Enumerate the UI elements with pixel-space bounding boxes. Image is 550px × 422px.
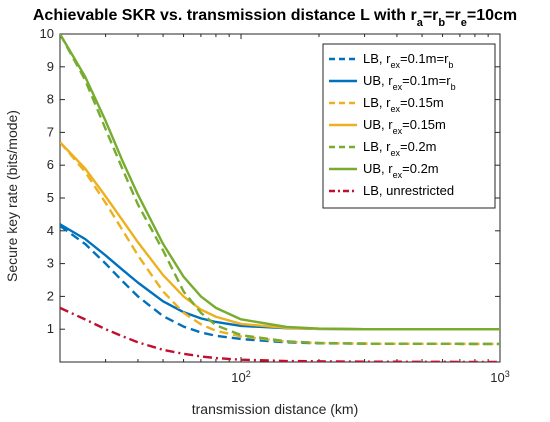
subscript: b bbox=[438, 17, 445, 29]
y-tick-label: 3 bbox=[47, 256, 54, 271]
y-axis-label: Secure key rate (bits/mode) bbox=[4, 110, 20, 282]
y-tick-label: 8 bbox=[47, 92, 54, 107]
series-line-5 bbox=[60, 34, 500, 346]
text-part: LB, r bbox=[363, 51, 391, 66]
legend-label: LB, rex=0.15m bbox=[363, 95, 444, 114]
subscript: ex bbox=[390, 60, 400, 70]
subscript: ex bbox=[393, 170, 403, 180]
subscript: ex bbox=[390, 148, 400, 158]
chart-title: Achievable SKR vs. transmission distance… bbox=[33, 7, 517, 29]
subscript: e bbox=[461, 17, 467, 29]
text-part: =0.1m=r bbox=[402, 73, 451, 88]
tick-base: 10 bbox=[490, 370, 504, 385]
legend-label: LB, rex=0.2m bbox=[363, 139, 436, 158]
y-tick-label: 4 bbox=[47, 223, 54, 238]
text-part: UB, r bbox=[363, 117, 393, 132]
y-tick-label: 1 bbox=[47, 321, 54, 336]
x-axis-label: transmission distance (km) bbox=[192, 401, 359, 417]
text-part: =0.2m bbox=[402, 161, 439, 176]
text-part: =10cm bbox=[467, 7, 517, 24]
subscript: b bbox=[451, 82, 456, 92]
subscript: a bbox=[417, 17, 424, 29]
text-part: LB, r bbox=[363, 95, 391, 110]
series-line-7 bbox=[60, 306, 500, 362]
subscript: b bbox=[448, 60, 453, 70]
legend-label: UB, rex=0.1m=rb bbox=[363, 73, 456, 92]
text-part: =r bbox=[423, 7, 439, 24]
text-part: =0.15m bbox=[400, 95, 444, 110]
text-part: LB, unrestricted bbox=[363, 183, 454, 198]
text-part: Achievable SKR vs. transmission distance… bbox=[33, 7, 417, 24]
text-part: LB, r bbox=[363, 139, 391, 154]
series-layer bbox=[60, 34, 500, 362]
text-part: =0.2m bbox=[400, 139, 437, 154]
series-line-6 bbox=[60, 34, 500, 331]
tick-exponent: 2 bbox=[246, 369, 251, 379]
text-part: =r bbox=[445, 7, 461, 24]
subscript: ex bbox=[393, 126, 403, 136]
text-part: UB, r bbox=[363, 73, 393, 88]
legend-label: UB, rex=0.2m bbox=[363, 161, 439, 180]
x-tick-label: 102 bbox=[231, 369, 250, 385]
legend-label: UB, rex=0.15m bbox=[363, 117, 446, 136]
y-tick-label: 7 bbox=[47, 124, 54, 139]
legend-label: LB, unrestricted bbox=[363, 183, 454, 198]
y-axis-ticks: 1 2 3 4 5 6 7 8 9 10 bbox=[40, 26, 500, 336]
x-tick-label: 103 bbox=[490, 369, 509, 385]
y-tick-label: 9 bbox=[47, 59, 54, 74]
tick-exponent: 3 bbox=[505, 369, 510, 379]
text-part: UB, r bbox=[363, 161, 393, 176]
series-line-1 bbox=[60, 224, 500, 346]
y-tick-label: 10 bbox=[40, 26, 54, 41]
text-part: =0.1m=r bbox=[400, 51, 449, 66]
text-part: =0.15m bbox=[402, 117, 446, 132]
y-tick-label: 5 bbox=[47, 190, 54, 205]
tick-base: 10 bbox=[231, 370, 245, 385]
y-tick-label: 2 bbox=[47, 288, 54, 303]
subscript: ex bbox=[390, 104, 400, 114]
y-tick-label: 6 bbox=[47, 157, 54, 172]
legend-label: LB, rex=0.1m=rb bbox=[363, 51, 453, 70]
subscript: ex bbox=[393, 82, 403, 92]
